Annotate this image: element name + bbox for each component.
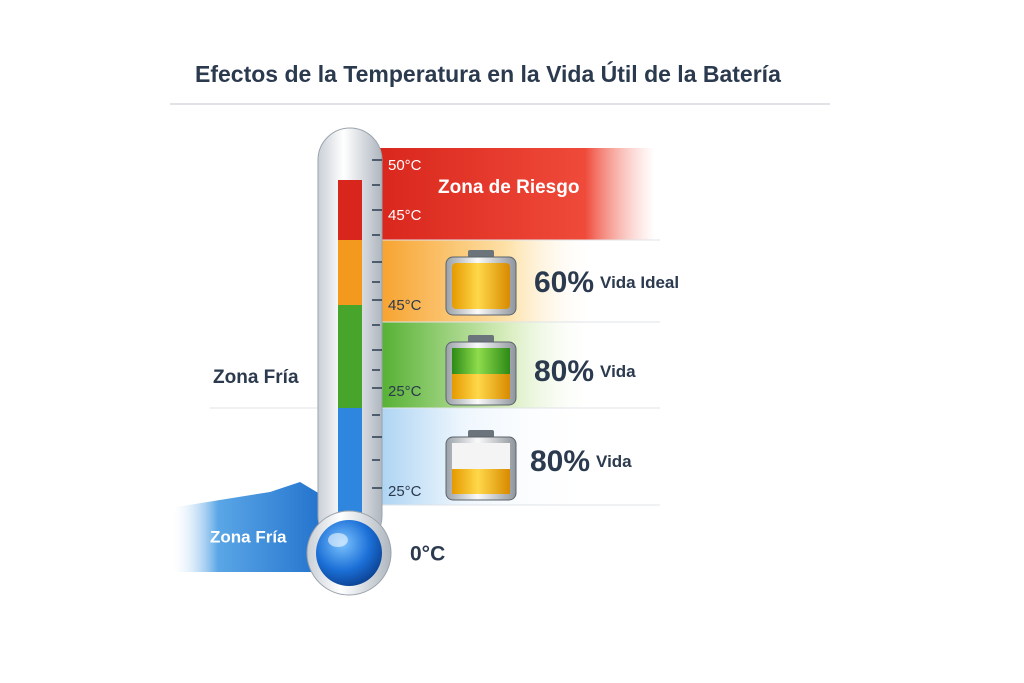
life-percent: 60%	[534, 266, 594, 299]
life-label: Vida Ideal	[600, 273, 679, 292]
scale-marks	[372, 159, 382, 489]
cold-label: Zona Fría	[210, 527, 287, 546]
battery-icon	[445, 250, 517, 316]
temp-label: 0°C	[410, 543, 445, 566]
column-orange	[338, 240, 362, 305]
life-line: 80% Vida	[530, 445, 632, 478]
temp-label: 25°C	[388, 383, 422, 400]
life-percent: 80%	[530, 445, 590, 478]
life-line: 80% Vida	[534, 355, 636, 388]
cold-label: Zona Fría	[213, 367, 299, 388]
battery-icon	[445, 335, 517, 406]
life-line: 60% Vida Ideal	[534, 266, 679, 299]
risk-label: Zona de Riesgo	[438, 177, 579, 198]
battery-icon	[445, 430, 517, 501]
title: Efectos de la Temperatura en la Vida Úti…	[195, 60, 781, 87]
life-percent: 80%	[534, 355, 594, 388]
temp-label: 45°C	[388, 207, 422, 224]
life-label: Vida	[600, 362, 636, 381]
temp-label: 45°C	[388, 297, 422, 314]
temp-label: 25°C	[388, 483, 422, 500]
temp-label: 50°C	[388, 157, 422, 174]
band-lines	[375, 239, 660, 506]
life-label: Vida	[596, 452, 632, 471]
bulb	[316, 520, 382, 586]
column-red	[338, 180, 362, 240]
cold-area	[170, 482, 330, 572]
bulb-shine	[328, 533, 348, 547]
column-blue	[338, 408, 362, 528]
risk-band	[375, 148, 655, 240]
column-green	[338, 305, 362, 408]
